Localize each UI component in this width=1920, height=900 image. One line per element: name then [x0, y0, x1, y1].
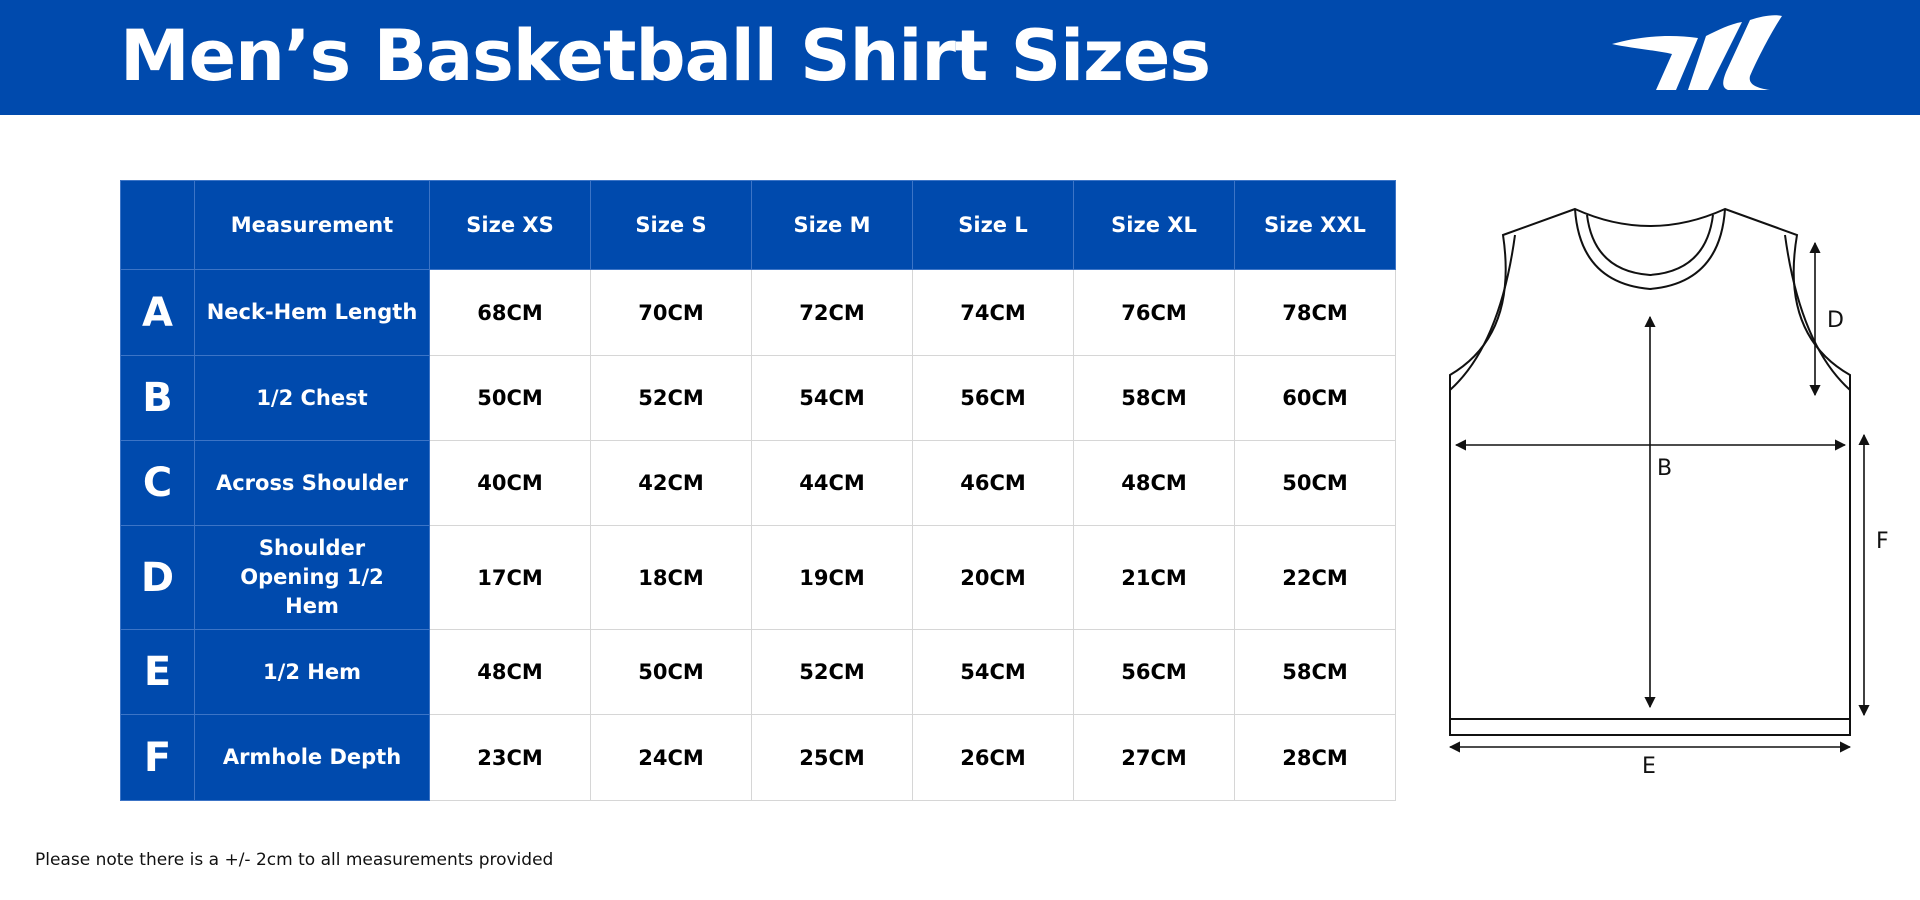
- measurement-note: Please note there is a +/- 2cm to all me…: [35, 850, 554, 870]
- table-cell: 70CM: [590, 269, 752, 356]
- row-measurement: 1/2 Hem: [194, 629, 430, 715]
- row-letter: F: [120, 714, 195, 801]
- table-cell: 50CM: [590, 629, 752, 715]
- table-cell: 26CM: [912, 714, 1074, 801]
- row-letter: E: [120, 629, 195, 715]
- column-header-size-s: Size S: [590, 180, 752, 270]
- diagram-label-e: E: [1642, 754, 1656, 779]
- table-cell: 72CM: [751, 269, 913, 356]
- table-cell: 54CM: [751, 355, 913, 441]
- table-cell: 28CM: [1234, 714, 1396, 801]
- row-measurement: Across Shoulder: [194, 440, 430, 526]
- table-cell: 40CM: [429, 440, 591, 526]
- size-chart-table: Measurement Size XS Size S Size M Size L…: [120, 180, 1396, 801]
- table-cell: 24CM: [590, 714, 752, 801]
- column-header-size-xl: Size XL: [1073, 180, 1235, 270]
- column-header-size-xxl: Size XXL: [1234, 180, 1396, 270]
- table-header-row: Measurement Size XS Size S Size M Size L…: [120, 180, 1396, 270]
- row-measurement: 1/2 Chest: [194, 355, 430, 441]
- diagram-label-b: B: [1657, 456, 1672, 481]
- table-cell: 17CM: [429, 525, 591, 630]
- table-cell: 74CM: [912, 269, 1074, 356]
- row-letter: C: [120, 440, 195, 526]
- table-row: A Neck-Hem Length 68CM 70CM 72CM 74CM 76…: [120, 269, 1396, 356]
- table-cell: 20CM: [912, 525, 1074, 630]
- row-measurement: Shoulder Opening 1/2 Hem: [194, 525, 430, 630]
- table-cell: 58CM: [1234, 629, 1396, 715]
- column-header-measurement: Measurement: [194, 180, 430, 270]
- table-cell: 25CM: [751, 714, 913, 801]
- table-cell: 21CM: [1073, 525, 1235, 630]
- column-header-letter: [120, 180, 195, 270]
- table-cell: 52CM: [751, 629, 913, 715]
- table-row: B 1/2 Chest 50CM 52CM 54CM 56CM 58CM 60C…: [120, 355, 1396, 441]
- table-cell: 54CM: [912, 629, 1074, 715]
- row-measurement: Armhole Depth: [194, 714, 430, 801]
- table-row: C Across Shoulder 40CM 42CM 44CM 46CM 48…: [120, 440, 1396, 526]
- table-row: E 1/2 Hem 48CM 50CM 52CM 54CM 56CM 58CM: [120, 629, 1396, 715]
- table-cell: 56CM: [1073, 629, 1235, 715]
- column-header-size-m: Size M: [751, 180, 913, 270]
- row-letter: D: [120, 525, 195, 630]
- table-cell: 50CM: [429, 355, 591, 441]
- row-letter: A: [120, 269, 195, 356]
- table-cell: 19CM: [751, 525, 913, 630]
- column-header-size-xs: Size XS: [429, 180, 591, 270]
- column-header-size-l: Size L: [912, 180, 1074, 270]
- row-measurement: Neck-Hem Length: [194, 269, 430, 356]
- table-cell: 68CM: [429, 269, 591, 356]
- shirt-outline-icon: [1449, 207, 1851, 736]
- diagram-label-f: F: [1876, 529, 1889, 554]
- table-cell: 22CM: [1234, 525, 1396, 630]
- diagram-label-d: D: [1827, 308, 1844, 333]
- table-cell: 60CM: [1234, 355, 1396, 441]
- page-title: Men’s Basketball Shirt Sizes: [120, 15, 1211, 97]
- table-cell: 18CM: [590, 525, 752, 630]
- table-cell: 78CM: [1234, 269, 1396, 356]
- table-cell: 48CM: [429, 629, 591, 715]
- table-cell: 27CM: [1073, 714, 1235, 801]
- table-row: F Armhole Depth 23CM 24CM 25CM 26CM 27CM…: [120, 714, 1396, 801]
- table-cell: 42CM: [590, 440, 752, 526]
- header-banner: Men’s Basketball Shirt Sizes: [0, 0, 1920, 115]
- table-cell: 50CM: [1234, 440, 1396, 526]
- table-cell: 44CM: [751, 440, 913, 526]
- shirt-diagram: D B F E: [1448, 207, 1889, 779]
- table-cell: 56CM: [912, 355, 1074, 441]
- table-cell: 23CM: [429, 714, 591, 801]
- brand-logo-icon: [1612, 15, 1782, 90]
- table-cell: 48CM: [1073, 440, 1235, 526]
- table-cell: 76CM: [1073, 269, 1235, 356]
- table-cell: 58CM: [1073, 355, 1235, 441]
- table-cell: 46CM: [912, 440, 1074, 526]
- row-letter: B: [120, 355, 195, 441]
- table-cell: 52CM: [590, 355, 752, 441]
- table-row: D Shoulder Opening 1/2 Hem 17CM 18CM 19C…: [120, 525, 1396, 630]
